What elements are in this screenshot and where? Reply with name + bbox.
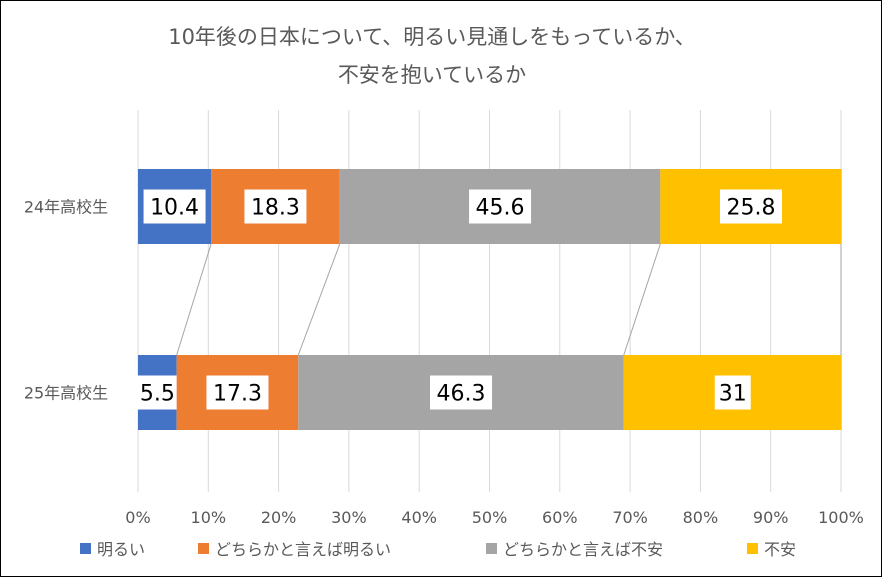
series-line bbox=[176, 243, 212, 356]
x-tick-label: 0% bbox=[125, 508, 150, 527]
data-label-box bbox=[244, 189, 307, 224]
series-line bbox=[623, 243, 661, 356]
legend-label: 不安 bbox=[764, 540, 796, 559]
x-tick-label: 50% bbox=[472, 508, 508, 527]
data-label-box bbox=[430, 375, 493, 410]
legend-label: どちらかと言えば明るい bbox=[215, 540, 391, 559]
legend-swatch bbox=[198, 543, 209, 554]
legend-swatch bbox=[80, 543, 91, 554]
data-label-box bbox=[206, 375, 269, 410]
x-tick-label: 100% bbox=[818, 508, 864, 527]
x-tick-label: 10% bbox=[191, 508, 227, 527]
data-label: 45.6 bbox=[476, 196, 525, 221]
x-tick-label: 20% bbox=[261, 508, 297, 527]
x-tick-label: 60% bbox=[542, 508, 578, 527]
x-tick-label: 90% bbox=[753, 508, 789, 527]
x-tick-label: 80% bbox=[683, 508, 719, 527]
data-label: 18.3 bbox=[251, 196, 300, 221]
data-label: 25.8 bbox=[727, 196, 776, 221]
category-label: 25年高校生 bbox=[24, 384, 108, 403]
data-label-box bbox=[714, 375, 751, 410]
data-label: 31 bbox=[719, 382, 747, 407]
data-label: 17.3 bbox=[213, 382, 262, 407]
category-label: 24年高校生 bbox=[24, 198, 108, 217]
data-label: 10.4 bbox=[150, 196, 199, 221]
chart-title-line: 不安を抱いているか bbox=[338, 63, 526, 87]
series-line bbox=[297, 243, 341, 356]
legend-label: 明るい bbox=[97, 540, 145, 559]
data-label-box bbox=[143, 189, 206, 224]
data-label-box bbox=[720, 189, 783, 224]
chart-title-line: 10年後の日本について、明るい見通しをもっているか、 bbox=[168, 25, 696, 49]
x-tick-label: 40% bbox=[401, 508, 437, 527]
x-tick-label: 70% bbox=[612, 508, 648, 527]
data-label-box bbox=[469, 189, 532, 224]
data-label-box bbox=[132, 375, 182, 410]
legend-label: どちらかと言えば不安 bbox=[503, 540, 663, 559]
legend-swatch bbox=[747, 543, 758, 554]
data-label: 5.5 bbox=[140, 382, 175, 407]
data-label: 46.3 bbox=[437, 382, 486, 407]
legend-swatch bbox=[486, 543, 497, 554]
x-tick-label: 30% bbox=[331, 508, 367, 527]
